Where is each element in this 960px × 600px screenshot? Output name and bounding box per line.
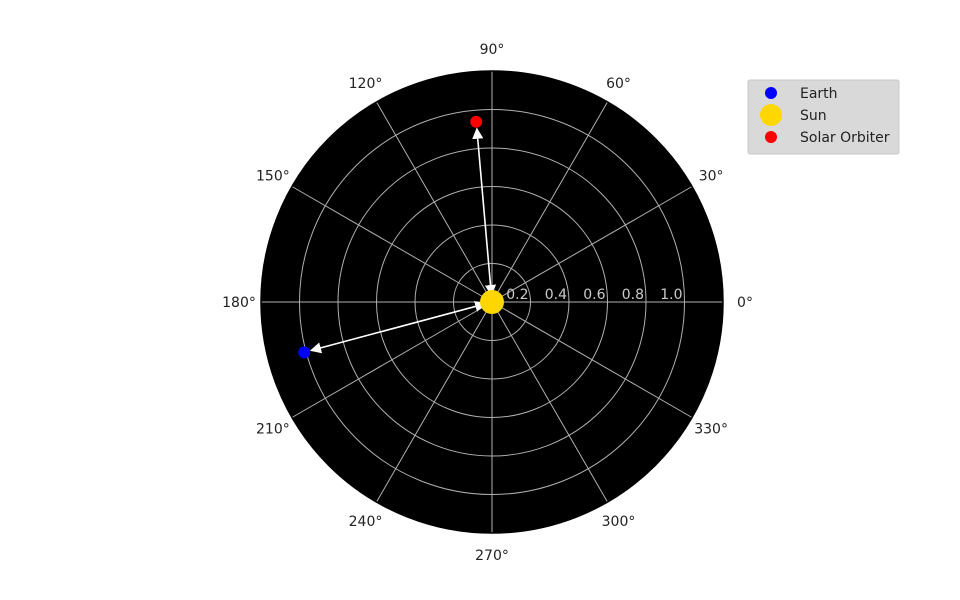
angular-gridline xyxy=(491,301,693,418)
arrow-solar-orbiter xyxy=(472,127,497,297)
angular-tick-label: 240° xyxy=(349,514,383,530)
angular-gridline xyxy=(491,301,608,503)
polar-frame xyxy=(260,70,724,534)
legend-marker-sun xyxy=(760,104,782,126)
legend: Earth Sun Solar Orbiter xyxy=(747,79,900,155)
radial-tick-label: 0.8 xyxy=(622,287,644,303)
angular-tick-label: 30° xyxy=(699,169,724,185)
angular-tick-label: 60° xyxy=(606,76,631,92)
legend-label-solar-orbiter: Solar Orbiter xyxy=(800,130,890,146)
legend-box xyxy=(747,79,900,155)
radial-tick-label: 1.0 xyxy=(660,287,682,303)
legend-marker-earth xyxy=(765,87,777,99)
angular-gridline xyxy=(491,101,608,303)
angular-tick-label: 150° xyxy=(256,169,290,185)
legend-label-sun: Sun xyxy=(800,108,827,124)
angular-tick-label: 90° xyxy=(480,42,505,58)
arrow-earth xyxy=(309,301,487,354)
angular-tick-label: 210° xyxy=(256,422,290,438)
legend-label-earth: Earth xyxy=(800,86,838,102)
angular-gridline xyxy=(491,186,693,303)
angular-tick-label: 120° xyxy=(349,76,383,92)
angular-tick-label: 330° xyxy=(694,422,728,438)
radial-tick-label: 0.2 xyxy=(506,287,528,303)
radial-tick-label: 0.6 xyxy=(583,287,605,303)
angular-tick-label: 180° xyxy=(222,295,256,311)
legend-marker-solar-orbiter xyxy=(765,131,777,143)
angular-tick-label: 270° xyxy=(475,548,509,564)
point-earth xyxy=(298,346,311,359)
radial-tick-label: 0.4 xyxy=(545,287,567,303)
point-sun xyxy=(480,290,504,314)
point-solar-orbiter xyxy=(470,115,483,128)
chart-marks xyxy=(298,115,504,359)
angular-gridline xyxy=(291,186,493,303)
angular-tick-label: 0° xyxy=(737,295,753,311)
angular-tick-label: 300° xyxy=(602,514,636,530)
